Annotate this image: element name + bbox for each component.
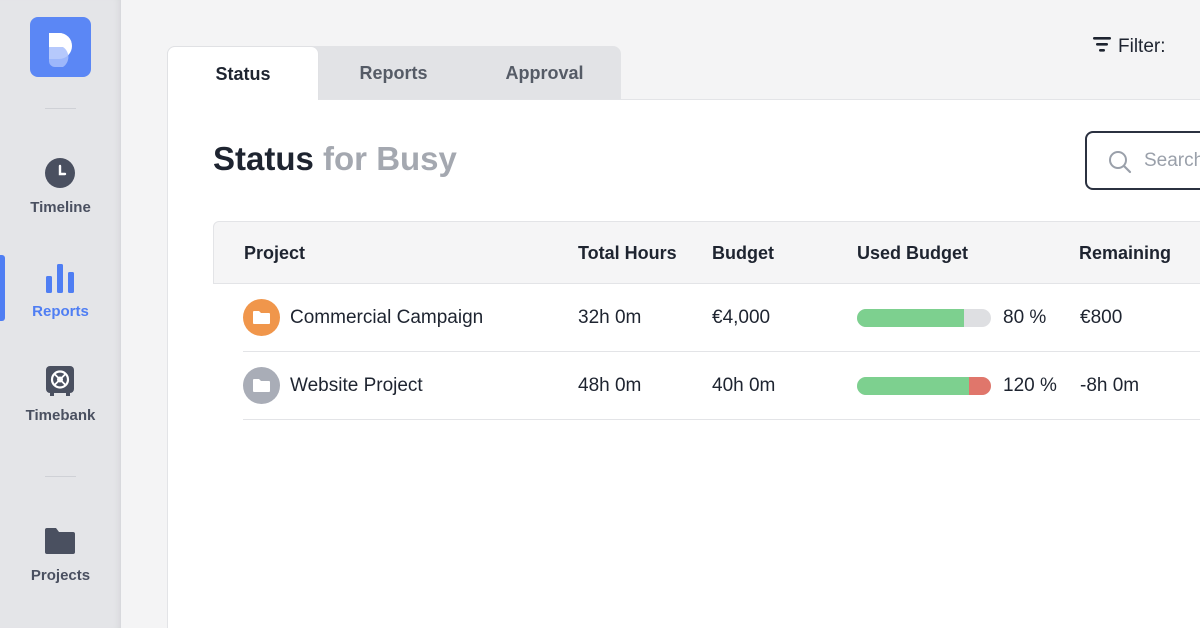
budget: €4,000 [712, 307, 771, 328]
sidebar-item-timebank[interactable]: Timebank [0, 364, 121, 450]
search-input[interactable] [1144, 147, 1200, 175]
sidebar-divider [45, 108, 76, 109]
page-title-main: Status [213, 140, 314, 177]
column-header-remaining[interactable]: Remaining [1079, 243, 1172, 263]
used-budget-percent: 120 % [1003, 375, 1057, 396]
filter-button[interactable]: Filter: [1092, 36, 1166, 58]
total-hours: 32h 0m [578, 307, 642, 328]
project-name[interactable]: Commercial Campaign [290, 307, 484, 328]
sidebar-item-projects[interactable]: Projects [0, 524, 121, 610]
active-indicator [0, 255, 5, 321]
used-budget-percent: 80 % [1003, 307, 1047, 328]
sidebar-item-label: Projects [30, 567, 91, 584]
filter-icon [1092, 35, 1112, 59]
total-hours: 48h 0m [578, 375, 642, 396]
used-budget-bar [857, 309, 991, 327]
column-header-total-hours[interactable]: Total Hours [578, 243, 677, 263]
sidebar-divider [45, 476, 76, 477]
app-logo[interactable] [30, 17, 91, 77]
used-budget-fill [857, 377, 969, 395]
used-budget-fill [857, 309, 965, 327]
clock-icon [44, 157, 76, 189]
column-header-project[interactable]: Project [244, 243, 306, 263]
project-folder-icon [243, 367, 280, 404]
sidebar-item-timeline[interactable]: Timeline [0, 156, 121, 242]
tab-status[interactable]: Status [167, 46, 319, 100]
sidebar-item-label: Reports [32, 303, 89, 320]
row-divider [243, 419, 1200, 420]
sidebar-item-label: Timebank [25, 407, 96, 424]
column-header-used-budget[interactable]: Used Budget [857, 243, 969, 263]
page-title: Status for Busy [213, 140, 457, 178]
bar-chart-icon [44, 262, 76, 294]
tab-approval[interactable]: Approval [505, 63, 584, 83]
over-budget-fill [968, 377, 991, 395]
tab-reports[interactable]: Reports [359, 63, 428, 83]
sidebar-item-label: Timeline [30, 199, 91, 216]
column-header-budget[interactable]: Budget [712, 243, 774, 263]
project-name[interactable]: Website Project [290, 375, 423, 396]
sidebar: Timeline Reports Timebank [0, 0, 121, 628]
search-icon [1108, 150, 1132, 179]
remaining: €800 [1080, 307, 1123, 328]
folder-icon [44, 525, 76, 557]
project-folder-icon [243, 299, 280, 336]
safe-icon [44, 365, 76, 397]
sidebar-item-reports[interactable]: Reports [0, 260, 121, 346]
row-divider [243, 351, 1200, 352]
budget: 40h 0m [712, 375, 776, 396]
search-box[interactable] [1085, 131, 1200, 190]
remaining: -8h 0m [1080, 375, 1140, 396]
main-panel [167, 99, 1200, 628]
filter-label: Filter: [1118, 36, 1166, 57]
used-budget-bar [857, 377, 991, 395]
table-header [213, 221, 1200, 284]
page-title-subtitle: for Busy [323, 140, 457, 177]
